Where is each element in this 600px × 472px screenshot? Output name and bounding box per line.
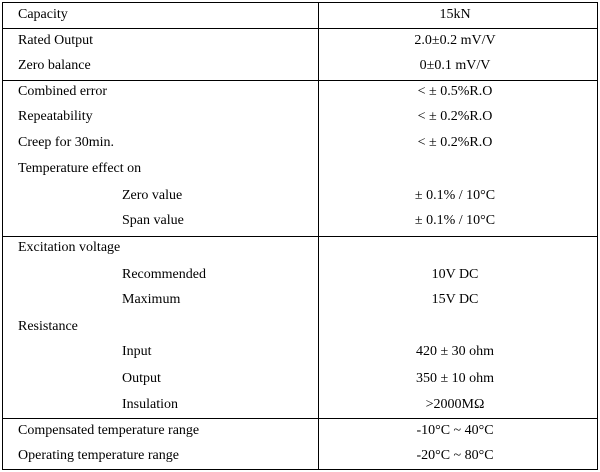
row-label: Temperature effect on (18, 161, 141, 176)
row-label: Insulation (122, 397, 178, 412)
row-value: 2.0±0.2 mV/V (414, 33, 495, 48)
row-label: Zero value (122, 188, 182, 203)
row-label: Operating temperature range (18, 448, 179, 463)
row-label: Resistance (18, 319, 78, 334)
row-label: Combined error (18, 84, 107, 99)
row-value: 350 ± 10 ohm (416, 371, 494, 386)
row-label: Excitation voltage (18, 240, 120, 255)
row-label: Recommended (122, 267, 206, 282)
row-label: Compensated temperature range (18, 423, 199, 438)
row-value: 10V DC (432, 267, 479, 282)
row-value: 0±0.1 mV/V (420, 58, 491, 73)
row-label: Repeatability (18, 109, 93, 124)
row-label: Capacity (18, 7, 68, 22)
row-value: -20°C ~ 80°C (416, 448, 493, 463)
row-label: Creep for 30min. (18, 135, 114, 150)
row-value: < ± 0.5%R.O (418, 84, 493, 99)
row-value: 15kN (439, 7, 470, 22)
row-label: Zero balance (18, 58, 91, 73)
row-value: 420 ± 30 ohm (416, 344, 494, 359)
row-value: 15V DC (432, 292, 479, 307)
row-label: Output (122, 371, 161, 386)
row-label: Maximum (122, 292, 180, 307)
row-value: ± 0.1% / 10°C (415, 213, 495, 228)
row-value: < ± 0.2%R.O (418, 109, 493, 124)
row-value: >2000MΩ (426, 397, 485, 412)
row-value: -10°C ~ 40°C (416, 423, 493, 438)
row-value: < ± 0.2%R.O (418, 135, 493, 150)
row-label: Rated Output (18, 33, 93, 48)
row-value: ± 0.1% / 10°C (415, 188, 495, 203)
row-label: Input (122, 344, 152, 359)
row-label: Span value (122, 213, 184, 228)
